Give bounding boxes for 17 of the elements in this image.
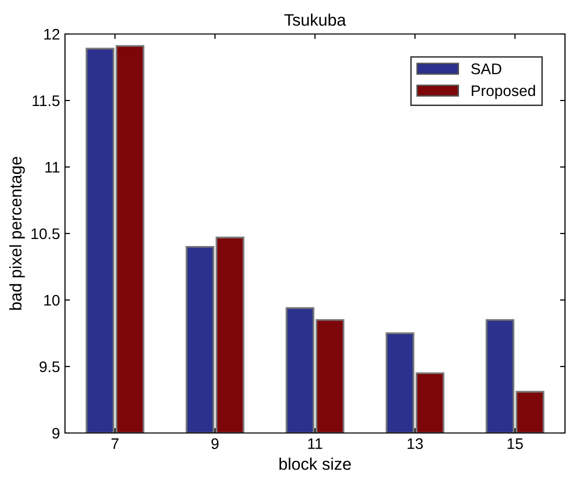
x-tick-label: 13 xyxy=(408,438,423,450)
x-tick-label: 11 xyxy=(308,438,322,449)
y-tick-label: 11 xyxy=(45,162,60,173)
x-tick-label: 7 xyxy=(112,438,118,449)
chart-title: Tsukuba xyxy=(284,14,346,26)
y-tick-label: 9.5 xyxy=(40,361,60,372)
y-tick-label: 10 xyxy=(44,294,60,306)
legend-label: SAD xyxy=(471,63,502,74)
y-tick-label: 12 xyxy=(44,28,60,40)
y-tick-label: 10.5 xyxy=(32,228,60,240)
x-tick-label: 9 xyxy=(211,438,219,450)
y-tick-label: 11.5 xyxy=(32,96,60,106)
x-tick-label: 15 xyxy=(508,438,523,450)
legend-label: Proposed xyxy=(472,84,535,100)
y-tick-label: 9 xyxy=(52,428,60,439)
x-axis-title: block size xyxy=(279,458,351,470)
y-axis-title: bad pixel percentage xyxy=(9,156,25,310)
